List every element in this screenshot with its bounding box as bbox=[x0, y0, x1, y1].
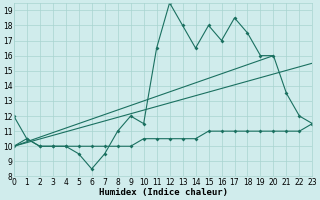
X-axis label: Humidex (Indice chaleur): Humidex (Indice chaleur) bbox=[99, 188, 228, 197]
